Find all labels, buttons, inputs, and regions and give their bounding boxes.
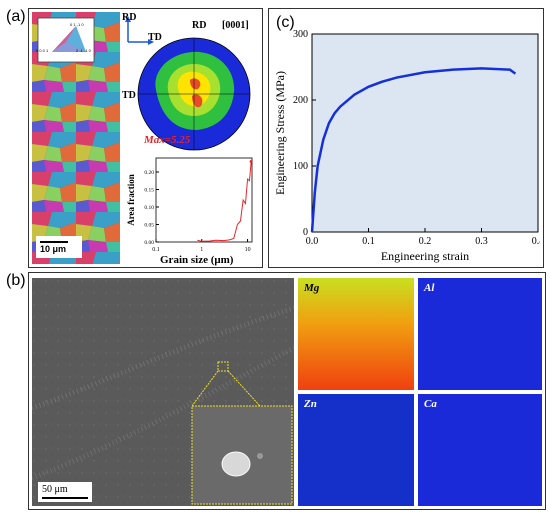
stress-strain-chart: 0.0 0.1 0.2 0.3 0.4 0 100 200 300 Engineering str… — [273, 29, 540, 263]
panel-c-frame — [268, 8, 544, 268]
eds-map-ca — [418, 394, 542, 506]
direction-axes-icon — [125, 16, 154, 45]
y-axis-label: Engineering Stress (MPa) — [273, 71, 287, 195]
y-tick-label: 0 — [303, 227, 308, 238]
panel-label-c: (c) — [276, 14, 295, 31]
x-axis-label: Engineering strain — [381, 249, 469, 263]
x-tick-label: 0.0 — [306, 236, 319, 247]
grain-y-tick-label: 0.00 — [144, 240, 154, 246]
eds-label-ca: Ca — [424, 398, 437, 410]
eds-label-zn: Zn — [304, 398, 317, 410]
eds-map-zn — [298, 394, 414, 506]
grain-size-line — [197, 161, 252, 242]
sem-image — [32, 278, 294, 506]
ipf-legend-right: 2 -1 -1 0 — [76, 48, 91, 53]
eds-label-mg: Mg — [304, 282, 320, 294]
x-tick-label: 0.4 — [532, 236, 540, 247]
y-tick-label: 200 — [293, 95, 308, 106]
eds-label-al: Al — [424, 282, 435, 294]
pole-figure — [137, 37, 251, 151]
ebsd-td-label: TD — [148, 32, 162, 43]
y-tick-label: 100 — [293, 161, 308, 172]
grain-chart-xlabel: Grain size (μm) — [160, 254, 234, 266]
panel-b-frame — [28, 272, 546, 510]
ipf-legend-left: 0 0 0 1 — [36, 48, 49, 53]
panel-label-b: (b) — [6, 272, 26, 289]
grain-x-tick-label: 10 — [245, 247, 251, 253]
grain-y-tick-label: 0.10 — [144, 205, 154, 211]
x-tick-label: 0.3 — [475, 236, 488, 247]
grain-point — [249, 160, 253, 163]
ebsd-rd-label: RD — [122, 12, 137, 23]
pole-figure-plane-label: [0001] — [222, 20, 249, 31]
x-tick-label: 0.2 — [419, 236, 432, 247]
grain-y-tick-label: 0.05 — [144, 223, 154, 229]
plot-area — [311, 33, 539, 233]
pole-figure-rd-label: RD — [192, 20, 207, 31]
panel-label-a: (a) — [6, 8, 26, 25]
eds-map-mg — [298, 278, 414, 390]
pole-figure-td-label: TD — [122, 90, 136, 101]
ebsd-scale-label: 10 μm — [40, 244, 67, 254]
grain-x-tick-label: 1 — [200, 247, 203, 253]
x-tick-label: 0.1 — [362, 236, 375, 247]
stress-strain-line — [310, 67, 517, 233]
pole-figure-max-label: Max=5.25 — [144, 134, 191, 146]
sem-scale-label: 50 μm — [42, 484, 68, 495]
grain-plot-area — [155, 157, 253, 243]
ebsd-map — [32, 12, 120, 264]
ipf-legend-top: 0 1 -1 0 — [70, 22, 84, 27]
eds-map-al — [418, 278, 542, 390]
panel-a-frame — [28, 8, 263, 268]
y-tick-label: 300 — [293, 29, 308, 40]
grain-y-tick-label: 0.15 — [144, 188, 154, 194]
grain-size-chart: 0.1 1 10 0.00 0.05 0.10 0.15 0.20 Area fraction — [126, 157, 253, 253]
grain-y-tick-label: 0.20 — [144, 170, 154, 176]
grain-x-tick-label: 0.1 — [152, 247, 160, 253]
grain-y-axis-label: Area fraction — [126, 174, 136, 226]
